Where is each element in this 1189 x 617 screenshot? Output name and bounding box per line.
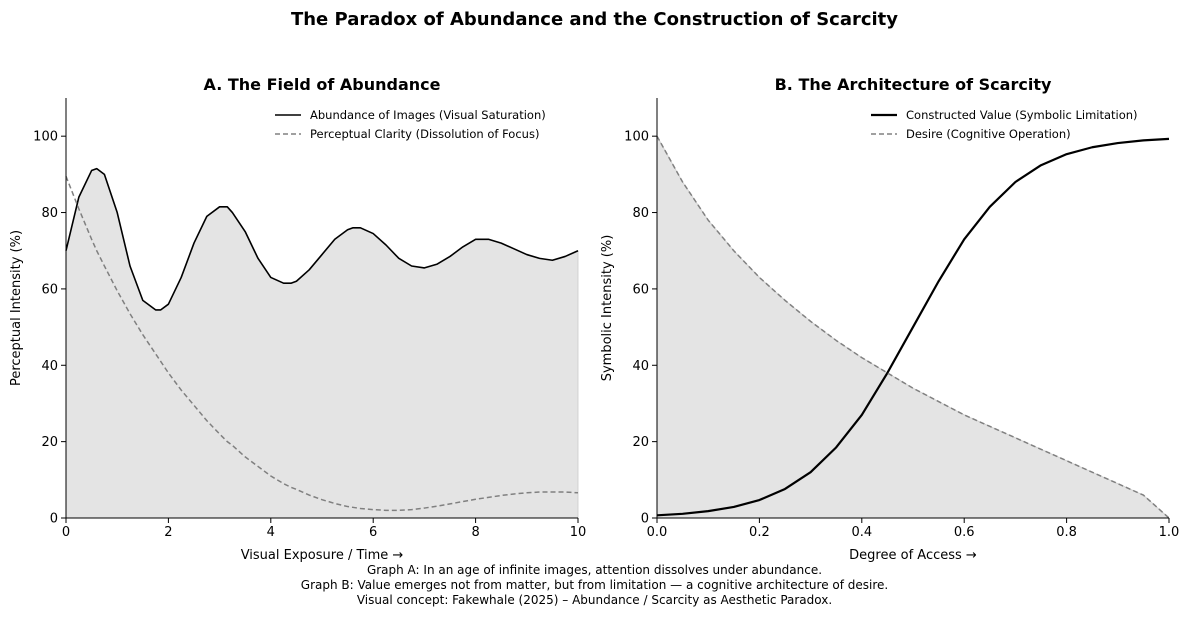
caption-line-credit: Visual concept: Fakewhale (2025) – Abund… (357, 593, 832, 607)
y-tick-label-a: 0 (50, 512, 58, 527)
series-line-b-1 (656, 135, 1170, 519)
x-tick-label-b: 0.8 (1056, 525, 1077, 540)
x-tick-label-a: 6 (369, 525, 377, 540)
x-tick-label-a: 8 (471, 525, 479, 540)
legend-label-a-1: Perceptual Clarity (Dissolution of Focus… (310, 127, 539, 141)
y-tick-label-b: 80 (632, 206, 649, 221)
y-tick-label-a: 20 (41, 435, 58, 450)
area-fill-a (65, 168, 579, 519)
x-tick-label-b: 1.0 (1159, 525, 1180, 540)
y-tick-label-b: 20 (632, 435, 649, 450)
caption-line-b: Graph B: Value emerges not from matter, … (301, 578, 888, 592)
y-tick-label-b: 40 (632, 359, 649, 374)
y-tick-label-b: 100 (624, 130, 649, 145)
legend-label-b-1: Desire (Cognitive Operation) (906, 127, 1071, 141)
series-line-a-1 (65, 175, 579, 512)
x-tick-label-a: 2 (164, 525, 172, 540)
y-tick-label-b: 0 (641, 512, 649, 527)
chart-title-a: A. The Field of Abundance (204, 75, 441, 94)
y-tick-label-a: 40 (41, 359, 58, 374)
x-tick-label-a: 10 (570, 525, 587, 540)
y-tick-label-a: 100 (33, 130, 58, 145)
x-tick-label-b: 0.0 (647, 525, 668, 540)
x-tick-label-a: 0 (62, 525, 70, 540)
y-tick-label-b: 60 (632, 282, 649, 297)
x-tick-label-b: 0.2 (749, 525, 770, 540)
figure-title: The Paradox of Abundance and the Constru… (291, 9, 898, 30)
series-line-b-0 (656, 137, 1170, 517)
y-axis-label-a: Perceptual Intensity (%) (9, 230, 24, 386)
legend-label-b-0: Constructed Value (Symbolic Limitation) (906, 108, 1138, 122)
x-axis-label-b: Degree of Access → (849, 548, 977, 563)
y-tick-label-a: 80 (41, 206, 58, 221)
x-axis-label-a: Visual Exposure / Time → (241, 548, 404, 563)
series-line-a-0 (65, 167, 579, 311)
x-tick-label-b: 0.4 (851, 525, 872, 540)
y-axis-label-b: Symbolic Intensity (%) (600, 235, 615, 382)
x-tick-label-b: 0.6 (954, 525, 975, 540)
chart-panel-b: 0.0 0.2 0.4 0.6 0.8 1.0 0 20 40 60 80 100 B. The Arc… (600, 75, 1179, 563)
x-tick-label-a: 4 (267, 525, 275, 540)
caption-line-a: Graph A: In an age of infinite images, a… (367, 563, 822, 577)
chart-title-b: B. The Architecture of Scarcity (775, 75, 1052, 94)
legend-label-a-0: Abundance of Images (Visual Saturation) (310, 108, 546, 122)
y-tick-label-a: 60 (41, 282, 58, 297)
